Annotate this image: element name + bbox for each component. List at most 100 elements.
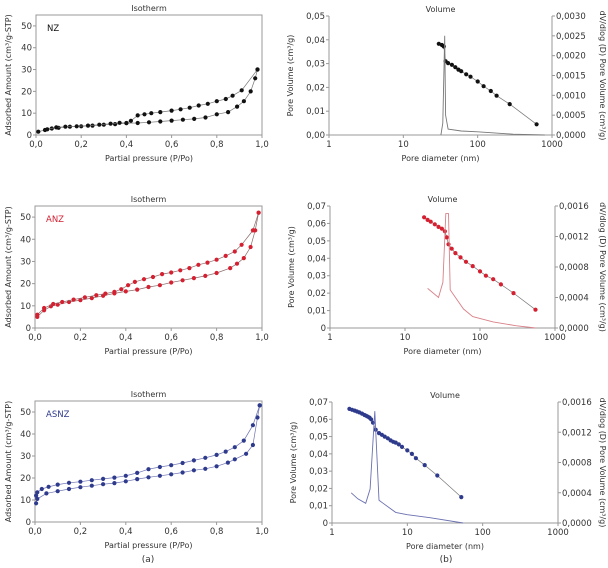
data-point <box>169 270 174 275</box>
y2-tick-label: 0,0012 <box>562 428 592 438</box>
data-point <box>223 96 228 102</box>
data-point <box>449 62 454 67</box>
data-point <box>66 486 72 492</box>
y-tick-label: 20 <box>20 280 31 290</box>
y2-tick-label: 0,0008 <box>562 459 592 469</box>
y2-tick-label: 0,0016 <box>562 398 592 408</box>
data-point <box>192 116 197 121</box>
data-point <box>157 464 162 470</box>
y-tick-label: 10 <box>20 496 31 506</box>
data-point <box>34 501 39 506</box>
data-point <box>178 268 183 273</box>
data-point <box>470 264 475 269</box>
data-point <box>169 280 174 285</box>
y-axis-label: Adsorbed Amount (cm³/g-STP) <box>4 206 13 327</box>
data-point <box>160 272 165 277</box>
y-tick-label: 0,01 <box>307 307 326 317</box>
data-point <box>463 259 469 264</box>
subfigure-label-a: (a) <box>142 555 155 565</box>
data-point <box>511 291 516 296</box>
y-tick-label: 50 <box>21 22 32 32</box>
data-point <box>78 298 83 303</box>
x-tick-label: 100 <box>475 528 491 538</box>
data-point <box>141 277 147 282</box>
data-point <box>89 478 94 483</box>
data-point <box>250 228 255 233</box>
y-tick-label: 20 <box>21 87 32 97</box>
x-tick-label: 0,2 <box>74 140 88 150</box>
data-point <box>507 102 512 107</box>
x-tick-label: 1 <box>326 140 331 150</box>
data-point <box>39 486 44 492</box>
data-point <box>459 69 464 74</box>
data-point <box>369 417 374 422</box>
y-tick-label: 0,04 <box>307 254 326 264</box>
data-point <box>422 215 427 220</box>
data-point <box>66 480 72 485</box>
x-tick-label: 10 <box>402 528 413 538</box>
data-point <box>203 273 208 278</box>
data-point <box>203 455 208 460</box>
x-tick-label: 0,8 <box>210 333 224 343</box>
y2-tick-label: 0,0025 <box>556 32 586 42</box>
data-point <box>228 266 233 271</box>
x-tick-label: 100 <box>472 333 488 343</box>
y2-tick-label: 0,0000 <box>556 131 586 141</box>
data-point <box>178 107 183 112</box>
data-point <box>101 482 106 487</box>
data-point <box>113 122 118 127</box>
y2-tick-label: 0,0012 <box>559 233 589 243</box>
x-tick-label: 1,0 <box>255 333 269 343</box>
dv-dlog-curve <box>440 35 545 136</box>
chart-title: Volume <box>428 195 458 204</box>
y-tick-label: 0,05 <box>306 12 325 22</box>
data-point <box>82 295 87 300</box>
data-point <box>44 491 49 496</box>
y-tick-label: 0 <box>26 518 31 528</box>
data-point <box>158 110 163 115</box>
data-point <box>464 72 469 77</box>
isotherm-chart-1: Isotherm 0,0 0,2 0,4 0,6 0,8 1,0 0 10 20 30 40 50 Par… <box>4 4 269 163</box>
chart-title: Isotherm <box>131 4 167 13</box>
y-tick-label: 50 <box>20 213 31 223</box>
data-point <box>191 468 196 473</box>
x-tick-label: 0,4 <box>120 140 134 150</box>
y-tick-label: 0,01 <box>306 107 325 117</box>
y-tick-label: 10 <box>20 302 31 312</box>
data-point <box>94 293 99 298</box>
y-tick-label: 30 <box>21 66 32 76</box>
y2-axis-label: dV/dlog (D) Pore Volume (cm³/g) <box>598 398 607 528</box>
data-point <box>491 277 496 282</box>
data-point <box>90 123 95 128</box>
y-tick-label: 30 <box>20 452 31 462</box>
y-axis-label: Pore Volume (cm³/g) <box>289 422 298 504</box>
x-tick-label: 100 <box>470 140 486 150</box>
y2-tick-label: 0,0000 <box>562 519 592 529</box>
y-tick-label: 30 <box>20 257 31 267</box>
data-point <box>101 476 106 481</box>
y2-tick-label: 0,0030 <box>556 12 586 22</box>
y-tick-label: 0,05 <box>307 237 326 247</box>
x-axis-label: Partial pressure (P/Po) <box>105 541 193 550</box>
data-point <box>205 101 210 106</box>
data-point <box>135 470 140 475</box>
x-tick-label: 0,0 <box>28 333 42 343</box>
data-point <box>128 118 133 123</box>
y-axis-label: Pore Volume (cm³/g) <box>286 35 295 117</box>
data-point <box>35 496 40 501</box>
data-point <box>483 273 488 278</box>
data-point <box>205 260 210 265</box>
data-point <box>146 284 151 290</box>
y-axis-label: Adsorbed Amount (cm³/g-STP) <box>4 401 13 522</box>
data-point <box>477 269 483 274</box>
y-tick-label: 0 <box>27 131 32 141</box>
data-point <box>422 463 427 468</box>
x-tick-label: 1000 <box>547 528 569 538</box>
y-tick-label: 0,01 <box>309 502 328 512</box>
y-tick-label: 20 <box>20 474 31 484</box>
volume-chart-6: Volume 1 10 100 1000 0 0,01 0,02 0,03 0,04 0,05 0,0… <box>289 391 607 551</box>
y-axis-label: Adsorbed Amount (cm³/g-STP) <box>4 14 13 135</box>
data-point <box>214 99 219 104</box>
data-point <box>169 463 174 468</box>
x-tick-label: 0,4 <box>119 333 133 343</box>
